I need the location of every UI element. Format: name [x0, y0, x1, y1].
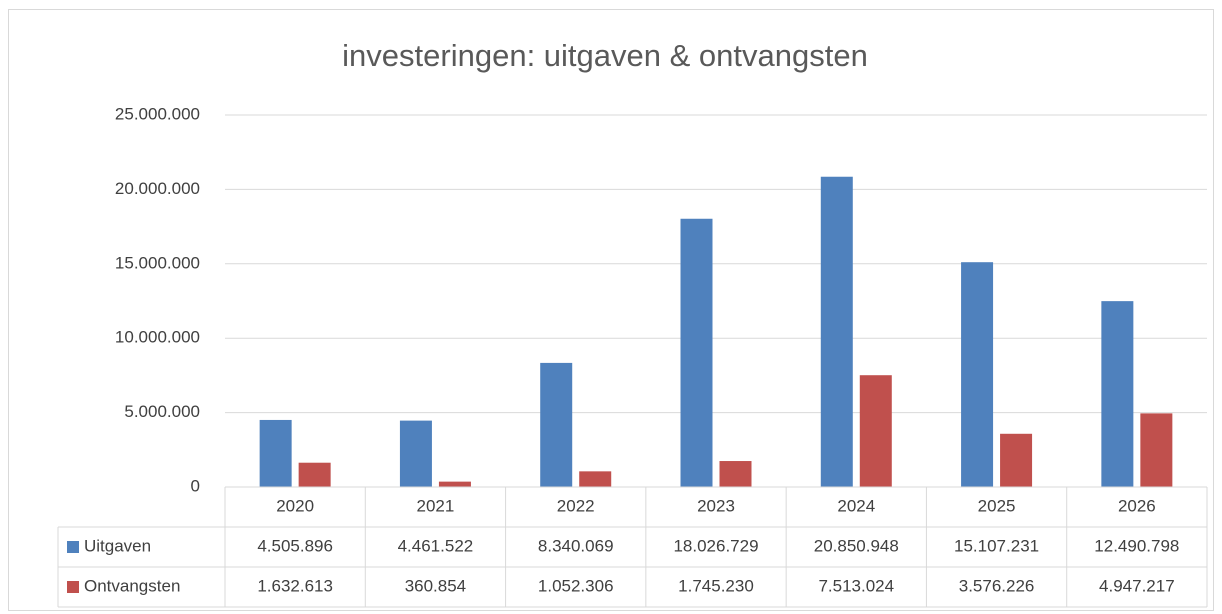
x-tick-label: 2022	[557, 496, 595, 515]
x-tick-label: 2020	[276, 496, 314, 515]
data-label: 18.026.729	[673, 536, 758, 555]
legend-key	[67, 581, 79, 593]
y-tick-label: 0	[191, 476, 200, 495]
x-tick-label: 2021	[417, 496, 455, 515]
bar	[1000, 433, 1033, 487]
data-label: 1.632.613	[257, 576, 333, 595]
data-label: 4.505.896	[257, 536, 333, 555]
x-tick-label: 2023	[697, 496, 735, 515]
y-tick-label: 20.000.000	[115, 179, 200, 198]
data-label: 7.513.024	[818, 576, 894, 595]
bar	[298, 462, 331, 487]
bar	[438, 481, 471, 487]
bar	[540, 362, 573, 487]
bar	[1101, 301, 1134, 487]
bar	[961, 262, 994, 487]
x-tick-label: 2025	[978, 496, 1016, 515]
y-tick-label: 5.000.000	[124, 402, 200, 421]
data-label: 12.490.798	[1094, 536, 1179, 555]
chart-border	[8, 9, 1214, 611]
data-label: 4.947.217	[1099, 576, 1175, 595]
bar	[399, 420, 432, 487]
data-label: 8.340.069	[538, 536, 614, 555]
data-label: 4.461.522	[398, 536, 474, 555]
data-label: 20.850.948	[814, 536, 899, 555]
bar	[719, 461, 752, 487]
bar	[820, 176, 853, 487]
data-label: 15.107.231	[954, 536, 1039, 555]
data-label: 1.052.306	[538, 576, 614, 595]
y-tick-label: 15.000.000	[115, 253, 200, 272]
bar	[859, 375, 892, 487]
bar	[259, 419, 292, 487]
x-tick-label: 2026	[1118, 496, 1156, 515]
data-label: 3.576.226	[959, 576, 1035, 595]
x-tick-label: 2024	[837, 496, 875, 515]
legend-key	[67, 541, 79, 553]
y-tick-label: 25.000.000	[115, 104, 200, 123]
data-label: 1.745.230	[678, 576, 754, 595]
bar	[680, 218, 713, 487]
bar	[1140, 413, 1173, 487]
chart-title: investeringen: uitgaven & ontvangsten	[342, 38, 868, 73]
data-label: 360.854	[405, 576, 466, 595]
legend-label: Uitgaven	[84, 536, 151, 555]
bar	[579, 471, 612, 487]
legend-label: Ontvangsten	[84, 576, 180, 595]
y-tick-label: 10.000.000	[115, 328, 200, 347]
